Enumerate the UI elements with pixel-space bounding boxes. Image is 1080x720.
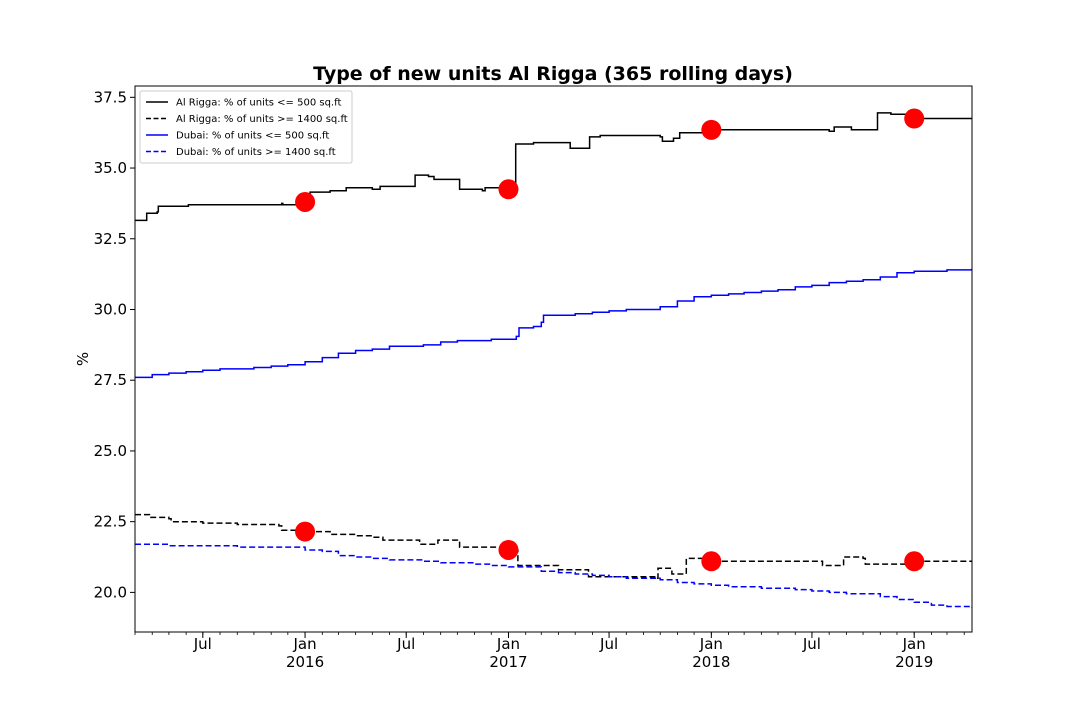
x-tick-label: Jul <box>599 635 618 653</box>
y-tick-label: 37.5 <box>94 88 127 106</box>
x-tick-label: Jan <box>496 635 520 653</box>
series-group <box>135 112 972 608</box>
y-tick-label: 22.5 <box>94 513 127 531</box>
marker-point-7 <box>701 551 722 572</box>
plot-area <box>135 108 972 608</box>
x-tick-year-label: 2017 <box>489 653 527 671</box>
legend-label: Dubai: % of units >= 1400 sq.ft <box>176 147 336 158</box>
y-tick-label: 30.0 <box>94 300 127 318</box>
marker-point-8 <box>904 551 925 572</box>
legend-label: Al Rigga: % of units <= 500 sq.ft <box>176 98 341 109</box>
x-tick-label: Jan <box>293 635 317 653</box>
legend-label: Al Rigga: % of units >= 1400 sq.ft <box>176 114 348 125</box>
chart-title: Type of new units Al Rigga (365 rolling … <box>313 63 793 85</box>
marker-point-1 <box>295 191 316 212</box>
marker-point-4 <box>904 108 925 129</box>
marker-point-5 <box>295 521 316 542</box>
y-tick-label: 35.0 <box>94 159 127 177</box>
y-tick-label: 27.5 <box>94 371 127 389</box>
x-tick-year-label: 2018 <box>692 653 730 671</box>
x-tick-label: Jan <box>699 635 723 653</box>
y-tick-label: 20.0 <box>94 583 127 601</box>
x-tick-label: Jul <box>193 635 212 653</box>
series-line-3 <box>135 268 972 379</box>
series-line-4 <box>135 543 972 608</box>
x-tick-label: Jul <box>802 635 821 653</box>
x-tick-year-label: 2019 <box>895 653 933 671</box>
legend-box <box>139 90 353 164</box>
y-tick-label: 32.5 <box>94 230 127 248</box>
legend-label: Dubai: % of units <= 500 sq.ft <box>176 131 329 142</box>
marker-point-6 <box>498 539 519 560</box>
x-tick-label: Jan <box>902 635 926 653</box>
marker-point-2 <box>498 179 519 200</box>
plot-frame <box>134 85 973 633</box>
y-tick-label: 25.0 <box>94 442 127 460</box>
series-line-1 <box>135 112 972 222</box>
y-axis-label: % <box>74 352 92 366</box>
marker-point-3 <box>701 119 722 140</box>
legend: Al Rigga: % of units <= 500 sq.ft Al Rigg… <box>139 90 353 164</box>
x-tick-year-label: 2016 <box>286 653 324 671</box>
x-tick-label: Jul <box>396 635 415 653</box>
